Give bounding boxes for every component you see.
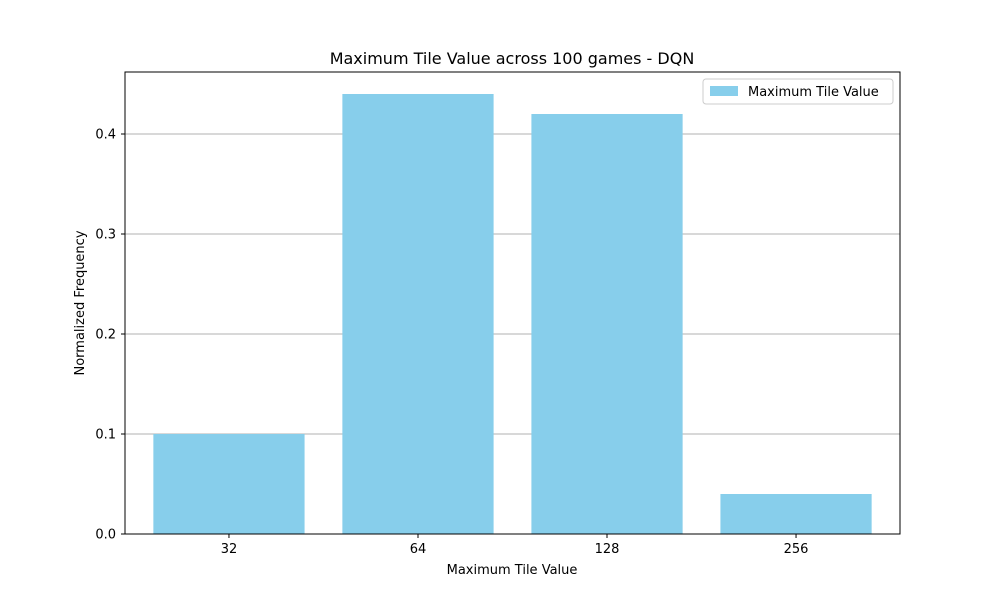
x-tick-label: 64 xyxy=(410,542,427,557)
legend-label: Maximum Tile Value xyxy=(748,85,879,100)
bar xyxy=(531,114,683,534)
y-tick-label: 0.4 xyxy=(95,128,116,143)
x-axis-ticks: 32 64 128 256 xyxy=(221,534,809,557)
x-tick-label: 32 xyxy=(221,542,238,557)
chart-title: Maximum Tile Value across 100 games - DQ… xyxy=(330,49,695,68)
y-axis-ticks: 0.0 0.1 0.2 0.3 0.4 xyxy=(95,128,125,543)
x-tick-label: 256 xyxy=(784,542,809,557)
y-tick-label: 0.0 xyxy=(95,528,116,543)
y-tick-label: 0.3 xyxy=(95,228,116,243)
bar xyxy=(342,94,494,534)
legend-frame xyxy=(702,78,894,105)
legend-swatch xyxy=(710,86,738,96)
bar xyxy=(153,434,305,534)
x-axis-label: Maximum Tile Value xyxy=(447,563,578,578)
plot-frame xyxy=(124,71,901,535)
legend: Maximum Tile Value xyxy=(702,78,894,105)
y-tick-label: 0.2 xyxy=(95,328,116,343)
bar xyxy=(720,494,872,534)
y-axis-label: Normalized Frequency xyxy=(73,230,88,375)
gridlines xyxy=(125,133,900,435)
y-tick-label: 0.1 xyxy=(95,428,116,443)
bars xyxy=(153,94,872,534)
x-tick-label: 128 xyxy=(595,542,620,557)
